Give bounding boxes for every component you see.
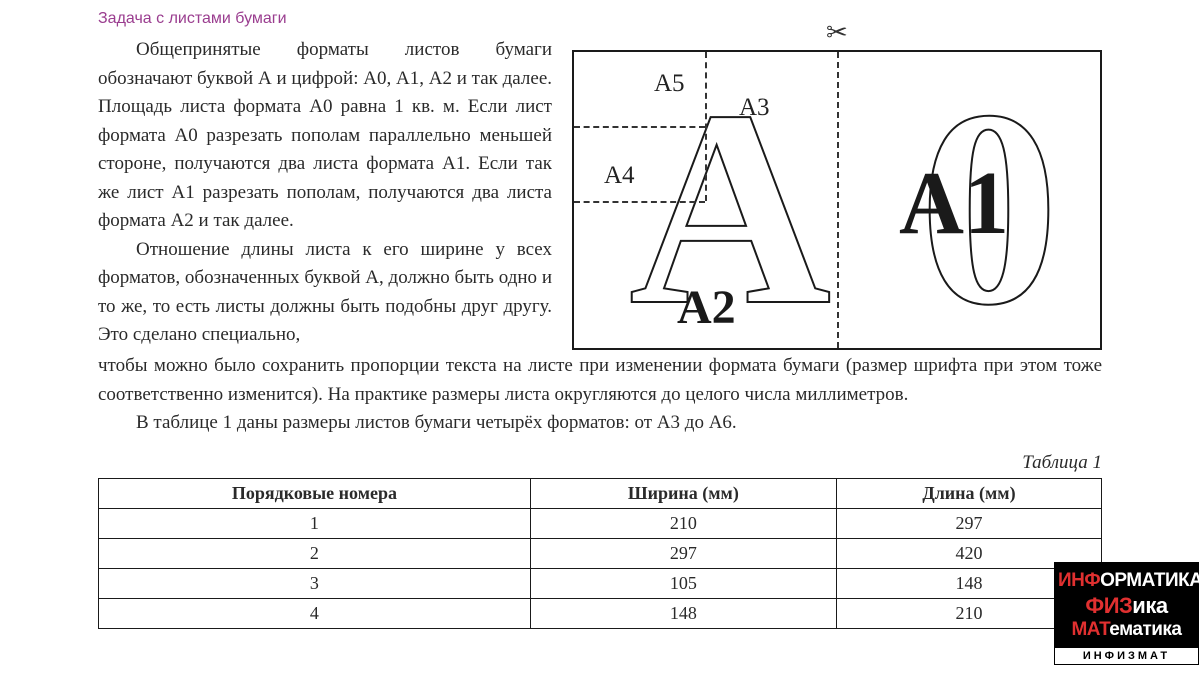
paper-diagram: A 0 А5 А3 А4 А2 А1 [572, 50, 1102, 350]
cell: 3 [99, 568, 531, 598]
cell: 210 [530, 508, 836, 538]
dash-horizontal-2 [574, 126, 705, 128]
paragraph-4: В таблице 1 даны размеры листов бумаги ч… [98, 409, 1102, 438]
logo-bottom: ИНФИЗМАТ [1054, 647, 1199, 665]
th-length: Длина (мм) [836, 478, 1101, 508]
th-width: Ширина (мм) [530, 478, 836, 508]
paragraph-2: Отношение длины листа к его ширине у все… [98, 236, 552, 350]
paper-sizes-table: Порядковые номера Ширина (мм) Длина (мм)… [98, 478, 1102, 629]
label-a3: А3 [739, 94, 770, 122]
diagram-wrapper: ✂ A 0 А5 А3 А4 А2 А1 [572, 40, 1102, 350]
logo-line-2: ФИЗика [1058, 593, 1195, 618]
text-block-full: чтобы можно было сохранить пропорции тек… [98, 352, 1102, 438]
logo-white-1b: АТИКА [1142, 570, 1200, 591]
cell: 105 [530, 568, 836, 598]
text-block-left: Общепринятые форматы листов бумаги обозн… [98, 36, 552, 350]
content: Общепринятые форматы листов бумаги обозн… [0, 36, 1200, 629]
table-row: 4 148 210 [99, 598, 1102, 628]
logo-line-3: МАТематика [1058, 619, 1195, 641]
logo-white-3: ематика [1109, 619, 1181, 640]
cell: 4 [99, 598, 531, 628]
dash-vertical-2 [705, 52, 707, 201]
paragraph-1: Общепринятые форматы листов бумаги обозн… [98, 36, 552, 236]
cell: 297 [836, 508, 1101, 538]
table-header-row: Порядковые номера Ширина (мм) Длина (мм) [99, 478, 1102, 508]
table-caption: Таблица 1 [98, 452, 1102, 474]
table-row: 1 210 297 [99, 508, 1102, 538]
table-row: 2 297 420 [99, 538, 1102, 568]
logo-red-3: МАТ [1071, 619, 1109, 640]
label-a5: А5 [654, 70, 685, 98]
logo-red-2: ФИЗ [1085, 593, 1132, 618]
logo-white-1a: ОРМ [1100, 570, 1142, 591]
cell: 148 [530, 598, 836, 628]
logo-white-2: ика [1132, 593, 1167, 618]
th-number: Порядковые номера [99, 478, 531, 508]
logo-infizmat: ИНФОРМАТИКА ФИЗика МАТематика ИНФИЗМАТ [1054, 562, 1199, 665]
page-title: Задача с листами бумаги [0, 0, 1200, 36]
scissors-icon: ✂ [826, 18, 848, 48]
table-row: 3 105 148 [99, 568, 1102, 598]
logo-red-1: ИНФ [1058, 570, 1100, 591]
label-a2: А2 [677, 280, 736, 335]
top-section: Общепринятые форматы листов бумаги обозн… [98, 36, 1102, 350]
dash-horizontal-1 [574, 201, 705, 203]
label-a4: А4 [604, 162, 635, 190]
cell: 2 [99, 538, 531, 568]
logo-line-1: ИНФОРМАТИКА [1058, 570, 1195, 592]
cell: 1 [99, 508, 531, 538]
dash-vertical-main [837, 52, 839, 348]
label-a1: А1 [899, 152, 1009, 255]
cell: 297 [530, 538, 836, 568]
